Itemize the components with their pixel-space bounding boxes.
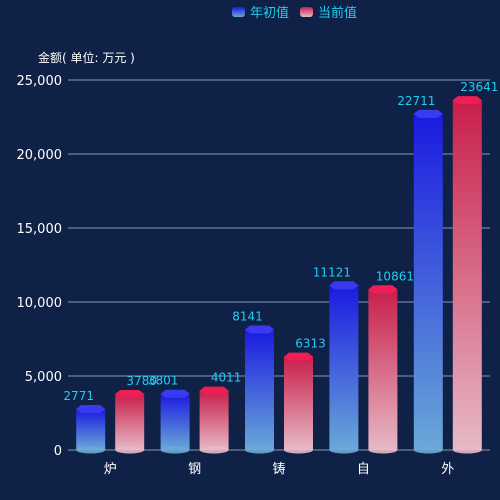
bar-top-cap xyxy=(284,352,313,361)
bar-base-cap xyxy=(245,446,274,454)
bar-base-cap xyxy=(452,446,482,454)
data-label: 22711 xyxy=(397,94,435,108)
y-tick-label: 25,000 xyxy=(17,74,63,89)
bar xyxy=(413,109,443,454)
bar-body xyxy=(160,393,190,450)
bar-body xyxy=(115,394,145,450)
y-tick-label: 5,000 xyxy=(25,370,62,385)
bar-top-cap xyxy=(413,109,443,118)
data-label: 8141 xyxy=(232,310,263,324)
bar xyxy=(284,352,313,454)
bar xyxy=(76,404,106,454)
x-category-label: 外 xyxy=(441,462,454,477)
data-label: 2771 xyxy=(63,389,94,403)
legend: 年初值 当前值 xyxy=(232,5,357,21)
y-axis-label: 金额( 单位: 万元 ) xyxy=(38,50,135,65)
bar-base-cap xyxy=(115,446,145,454)
bar xyxy=(368,285,398,454)
bar-base-cap xyxy=(160,446,190,454)
bar xyxy=(115,390,145,454)
x-category-label: 自 xyxy=(357,462,370,477)
x-axis-categories: 炉钢铸自外 xyxy=(104,461,455,477)
y-tick-label: 15,000 xyxy=(17,222,63,237)
bar-top-cap xyxy=(452,96,482,105)
bar xyxy=(245,325,274,454)
bar-top-cap xyxy=(329,281,359,290)
legend-label: 当前值 xyxy=(318,5,357,21)
bar-body xyxy=(413,113,443,450)
y-tick-label: 20,000 xyxy=(17,148,63,163)
bar-top-cap xyxy=(115,390,145,399)
bar xyxy=(199,386,229,454)
bar xyxy=(329,281,359,454)
bar-top-cap xyxy=(76,404,106,413)
bar-base-cap xyxy=(284,446,313,454)
bar-top-cap xyxy=(199,386,229,395)
bar-base-cap xyxy=(76,446,106,454)
data-label: 6313 xyxy=(295,337,326,351)
bar-body xyxy=(329,285,359,450)
bar-top-cap xyxy=(368,285,398,294)
x-category-label: 炉 xyxy=(104,462,117,477)
bar-base-cap xyxy=(329,446,359,454)
legend-swatch xyxy=(232,7,245,17)
bar-base-cap xyxy=(413,446,443,454)
legend-item[interactable]: 当前值 xyxy=(300,5,357,21)
bar-base-cap xyxy=(368,446,398,454)
bar-body xyxy=(76,408,106,450)
y-axis-ticks: 0 5,000 10,000 15,000 20,000 25,000 xyxy=(17,74,63,459)
data-label: 4011 xyxy=(211,371,242,385)
y-tick-label: 0 xyxy=(54,444,62,459)
data-label: 10861 xyxy=(376,269,414,283)
x-category-label: 铸 xyxy=(272,461,285,477)
data-label: 3801 xyxy=(148,374,179,388)
bar-body xyxy=(368,289,398,450)
data-label: 3780 xyxy=(126,374,157,388)
bar-body xyxy=(199,390,229,450)
bar xyxy=(452,96,482,454)
bar-top-cap xyxy=(160,389,190,398)
legend-item[interactable]: 年初值 xyxy=(232,5,289,21)
legend-swatch xyxy=(300,7,313,17)
x-category-label: 钢 xyxy=(188,462,201,477)
bar-base-cap xyxy=(199,446,229,454)
bar-body xyxy=(452,100,482,451)
bar-body xyxy=(245,329,274,450)
legend-label: 年初值 xyxy=(250,5,289,21)
bar-top-cap xyxy=(245,325,274,334)
y-tick-label: 10,000 xyxy=(17,296,63,311)
bar xyxy=(160,389,190,454)
data-label: 23641 xyxy=(460,80,498,94)
data-label: 11121 xyxy=(313,265,351,279)
bar-body xyxy=(284,356,313,450)
